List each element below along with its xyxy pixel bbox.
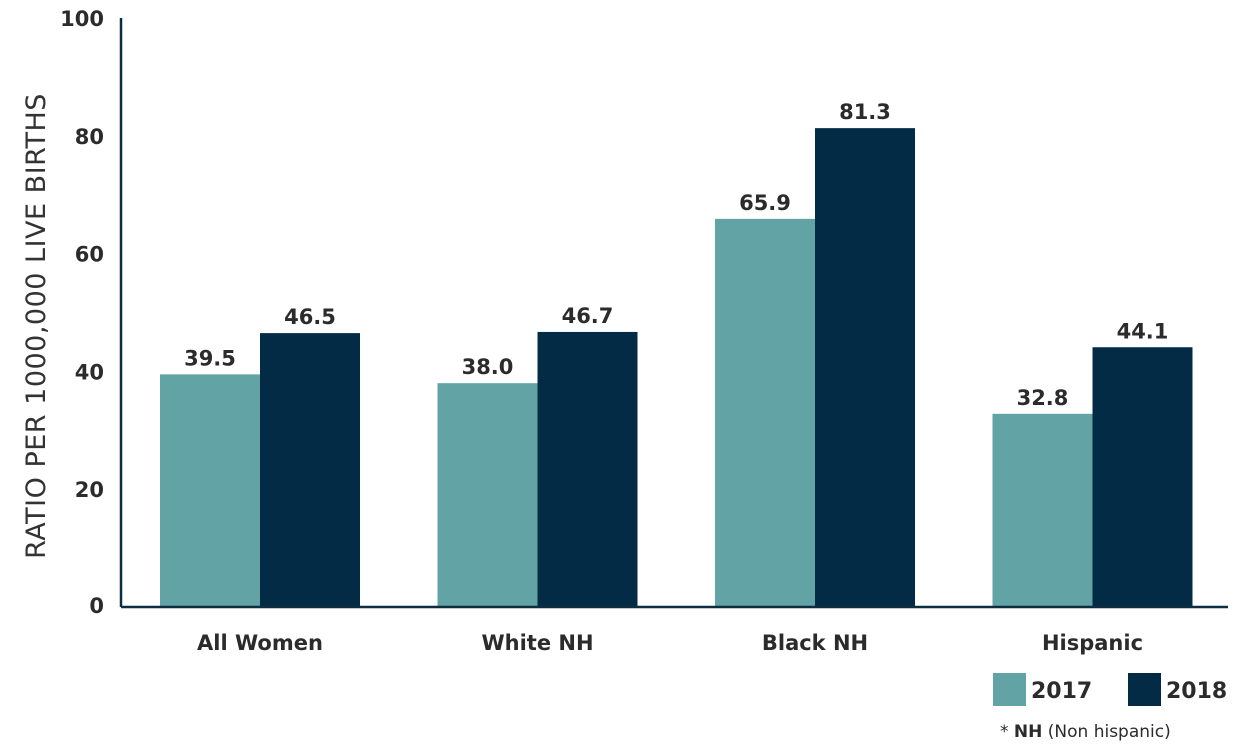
bar-2018 <box>1092 347 1193 607</box>
data-labels: 39.5 46.5 38.0 46.7 65.9 81.3 32.8 44.1 <box>184 100 1168 410</box>
legend-label-2017: 2017 <box>1031 679 1092 704</box>
legend: 2017 2018 <box>993 673 1227 706</box>
bar-2018 <box>260 333 360 607</box>
bar-2017 <box>992 413 1093 607</box>
footnote: * NH (Non hispanic) <box>1000 722 1171 742</box>
y-tick-label: 40 <box>75 360 104 384</box>
bar-2017 <box>715 218 815 607</box>
footnote-term: NH <box>1013 722 1043 742</box>
bar-2018 <box>537 331 638 607</box>
legend-swatch-2017 <box>993 673 1026 706</box>
legend-label-2018: 2018 <box>1166 679 1227 704</box>
y-tick-label: 60 <box>75 243 104 267</box>
y-tick-label: 0 <box>89 594 104 618</box>
y-tick-label: 20 <box>75 478 104 502</box>
bars <box>160 128 1193 607</box>
data-label: 39.5 <box>184 346 236 370</box>
y-axis-label: RATIO PER 1000,000 LIVE BIRTHS <box>21 93 52 559</box>
bar-2017 <box>160 374 260 607</box>
data-label: 65.9 <box>739 191 791 215</box>
y-tick-label: 100 <box>60 7 104 31</box>
data-label: 32.8 <box>1017 386 1069 410</box>
legend-swatch-2018 <box>1128 673 1161 706</box>
footnote-prefix: * <box>1000 722 1014 742</box>
category-label: Hispanic <box>1042 631 1143 655</box>
data-label: 46.7 <box>562 304 614 328</box>
data-label: 38.0 <box>462 355 514 379</box>
data-label: 46.5 <box>284 305 336 329</box>
category-label: All Women <box>197 631 323 655</box>
category-labels: All Women White NH Black NH Hispanic <box>197 631 1143 655</box>
category-label: White NH <box>481 631 593 655</box>
category-label: Black NH <box>762 631 868 655</box>
bar-2018 <box>815 128 915 607</box>
bar-2017 <box>437 383 538 607</box>
y-tick-label: 80 <box>75 125 104 149</box>
data-label: 44.1 <box>1117 319 1169 343</box>
data-label: 81.3 <box>839 100 891 124</box>
footnote-definition: (Non hispanic) <box>1042 722 1171 742</box>
y-axis-ticks: 0 20 40 60 80 100 <box>60 7 104 618</box>
